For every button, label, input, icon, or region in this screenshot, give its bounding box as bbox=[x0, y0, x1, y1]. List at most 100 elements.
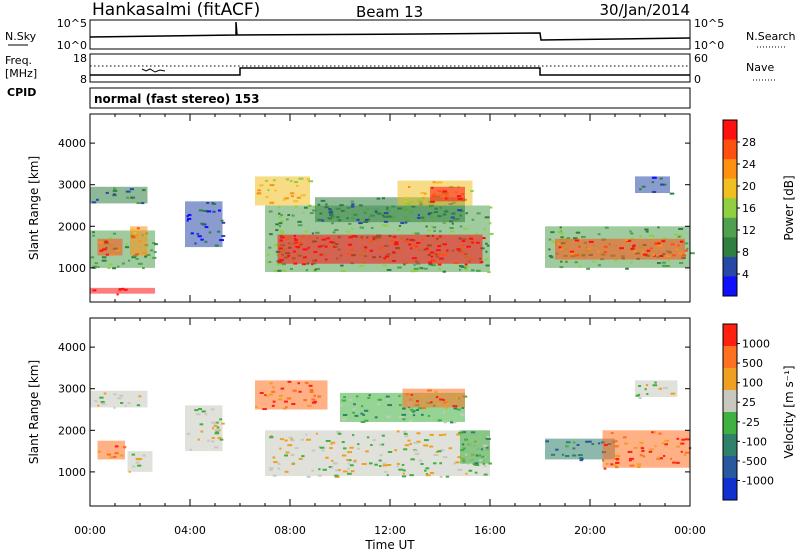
power-cell bbox=[280, 220, 285, 223]
velocity-patch bbox=[460, 430, 491, 466]
velocity-cell bbox=[654, 381, 657, 384]
power-cell bbox=[108, 263, 113, 266]
power-cell bbox=[464, 263, 468, 266]
power-cell bbox=[438, 267, 442, 270]
power-cell bbox=[451, 222, 454, 225]
velocity-cell bbox=[290, 454, 295, 457]
velocity-cell bbox=[422, 407, 427, 410]
power-cell bbox=[294, 241, 299, 244]
power-cell bbox=[129, 188, 134, 191]
power-cell bbox=[416, 199, 422, 202]
velocity-cell bbox=[354, 414, 359, 417]
velocity-cell bbox=[409, 398, 412, 401]
colorbar-segment bbox=[723, 478, 737, 501]
power-cell bbox=[404, 221, 408, 224]
velocity-cell bbox=[474, 462, 479, 465]
power-cell bbox=[259, 184, 264, 187]
power-cell bbox=[482, 237, 486, 240]
velocity-cell bbox=[271, 390, 276, 393]
velocity-cell bbox=[315, 432, 318, 435]
power-cell bbox=[218, 209, 222, 212]
colorbar-frame bbox=[722, 323, 738, 501]
power-cell bbox=[575, 231, 581, 234]
power-cell bbox=[656, 242, 661, 245]
power-cell bbox=[436, 249, 441, 252]
power-cell bbox=[435, 181, 439, 184]
power-cell bbox=[285, 218, 289, 221]
velocity-cell bbox=[416, 400, 419, 403]
velocity-cell bbox=[480, 448, 483, 451]
power-cell bbox=[290, 192, 295, 195]
velocity-cell bbox=[616, 459, 619, 462]
velocity-cell bbox=[446, 402, 450, 405]
velocity-cell bbox=[136, 404, 141, 407]
power-cell bbox=[340, 209, 345, 212]
velocity-cell bbox=[319, 446, 325, 449]
velocity-cell bbox=[442, 398, 445, 401]
power-cell bbox=[256, 192, 262, 195]
power-cell bbox=[581, 235, 586, 238]
velocity-cell bbox=[349, 446, 354, 449]
velocity-cell bbox=[132, 465, 136, 468]
velocity-cell bbox=[343, 396, 346, 399]
power-cell bbox=[569, 250, 575, 253]
velocity-cell bbox=[591, 443, 595, 446]
power-cell bbox=[291, 214, 295, 217]
power-cell bbox=[333, 245, 336, 248]
velocity-cell bbox=[403, 432, 408, 435]
power-cell bbox=[101, 248, 107, 251]
velocity-cell bbox=[421, 413, 424, 416]
velocity-cell bbox=[379, 454, 383, 457]
power-cell bbox=[153, 251, 157, 254]
freq-label-line2: [MHz] bbox=[5, 67, 37, 80]
y-tick-label: 1000 bbox=[58, 466, 86, 479]
power-cell bbox=[114, 189, 118, 192]
power-cell bbox=[485, 242, 488, 245]
power-cell bbox=[392, 251, 395, 254]
power-patch-fill bbox=[255, 176, 310, 206]
power-cell bbox=[403, 240, 408, 243]
velocity-cell bbox=[402, 418, 406, 421]
power-cell bbox=[372, 238, 376, 241]
power-cell bbox=[363, 246, 368, 249]
power-patch bbox=[555, 238, 688, 262]
power-cell bbox=[107, 266, 111, 269]
velocity-cell bbox=[545, 440, 549, 443]
velocity-cell bbox=[486, 446, 489, 449]
velocity-cell bbox=[219, 418, 223, 421]
power-cell bbox=[409, 238, 415, 241]
velocity-cell bbox=[676, 437, 680, 440]
power-cell bbox=[269, 184, 275, 187]
power-cell bbox=[109, 237, 113, 240]
velocity-cell bbox=[437, 402, 441, 405]
freq-right-tick-top: 60 bbox=[694, 52, 708, 65]
power-cell bbox=[565, 260, 568, 263]
power-cell bbox=[294, 243, 300, 246]
power-cell bbox=[679, 240, 684, 243]
velocity-cell bbox=[213, 424, 218, 427]
power-cell bbox=[603, 251, 608, 254]
power-cell bbox=[296, 196, 301, 199]
power-cell bbox=[293, 200, 299, 203]
velocity-patch bbox=[90, 390, 148, 409]
power-cell bbox=[328, 208, 332, 211]
power-cell bbox=[321, 219, 325, 222]
power-cell bbox=[446, 249, 449, 252]
velocity-cell bbox=[360, 420, 366, 423]
power-cell bbox=[142, 267, 145, 270]
velocity-colorbar-label: Velocity [m s⁻¹] bbox=[782, 365, 796, 458]
velocity-cell bbox=[305, 433, 308, 436]
colorbar-segment bbox=[723, 324, 737, 347]
colorbar-segment bbox=[723, 390, 737, 413]
velocity-cell bbox=[483, 464, 487, 467]
velocity-cell bbox=[413, 441, 419, 444]
velocity-cell bbox=[482, 444, 488, 447]
freq-left-tick-bottom: 8 bbox=[80, 73, 87, 86]
velocity-patch-fill bbox=[460, 430, 490, 464]
velocity-cell bbox=[610, 431, 614, 434]
x-axis-label: Time UT bbox=[364, 538, 415, 552]
power-cell bbox=[113, 193, 116, 196]
colorbar-tick-label: 8 bbox=[742, 246, 749, 259]
power-cell bbox=[443, 210, 449, 213]
velocity-cell bbox=[352, 461, 357, 464]
